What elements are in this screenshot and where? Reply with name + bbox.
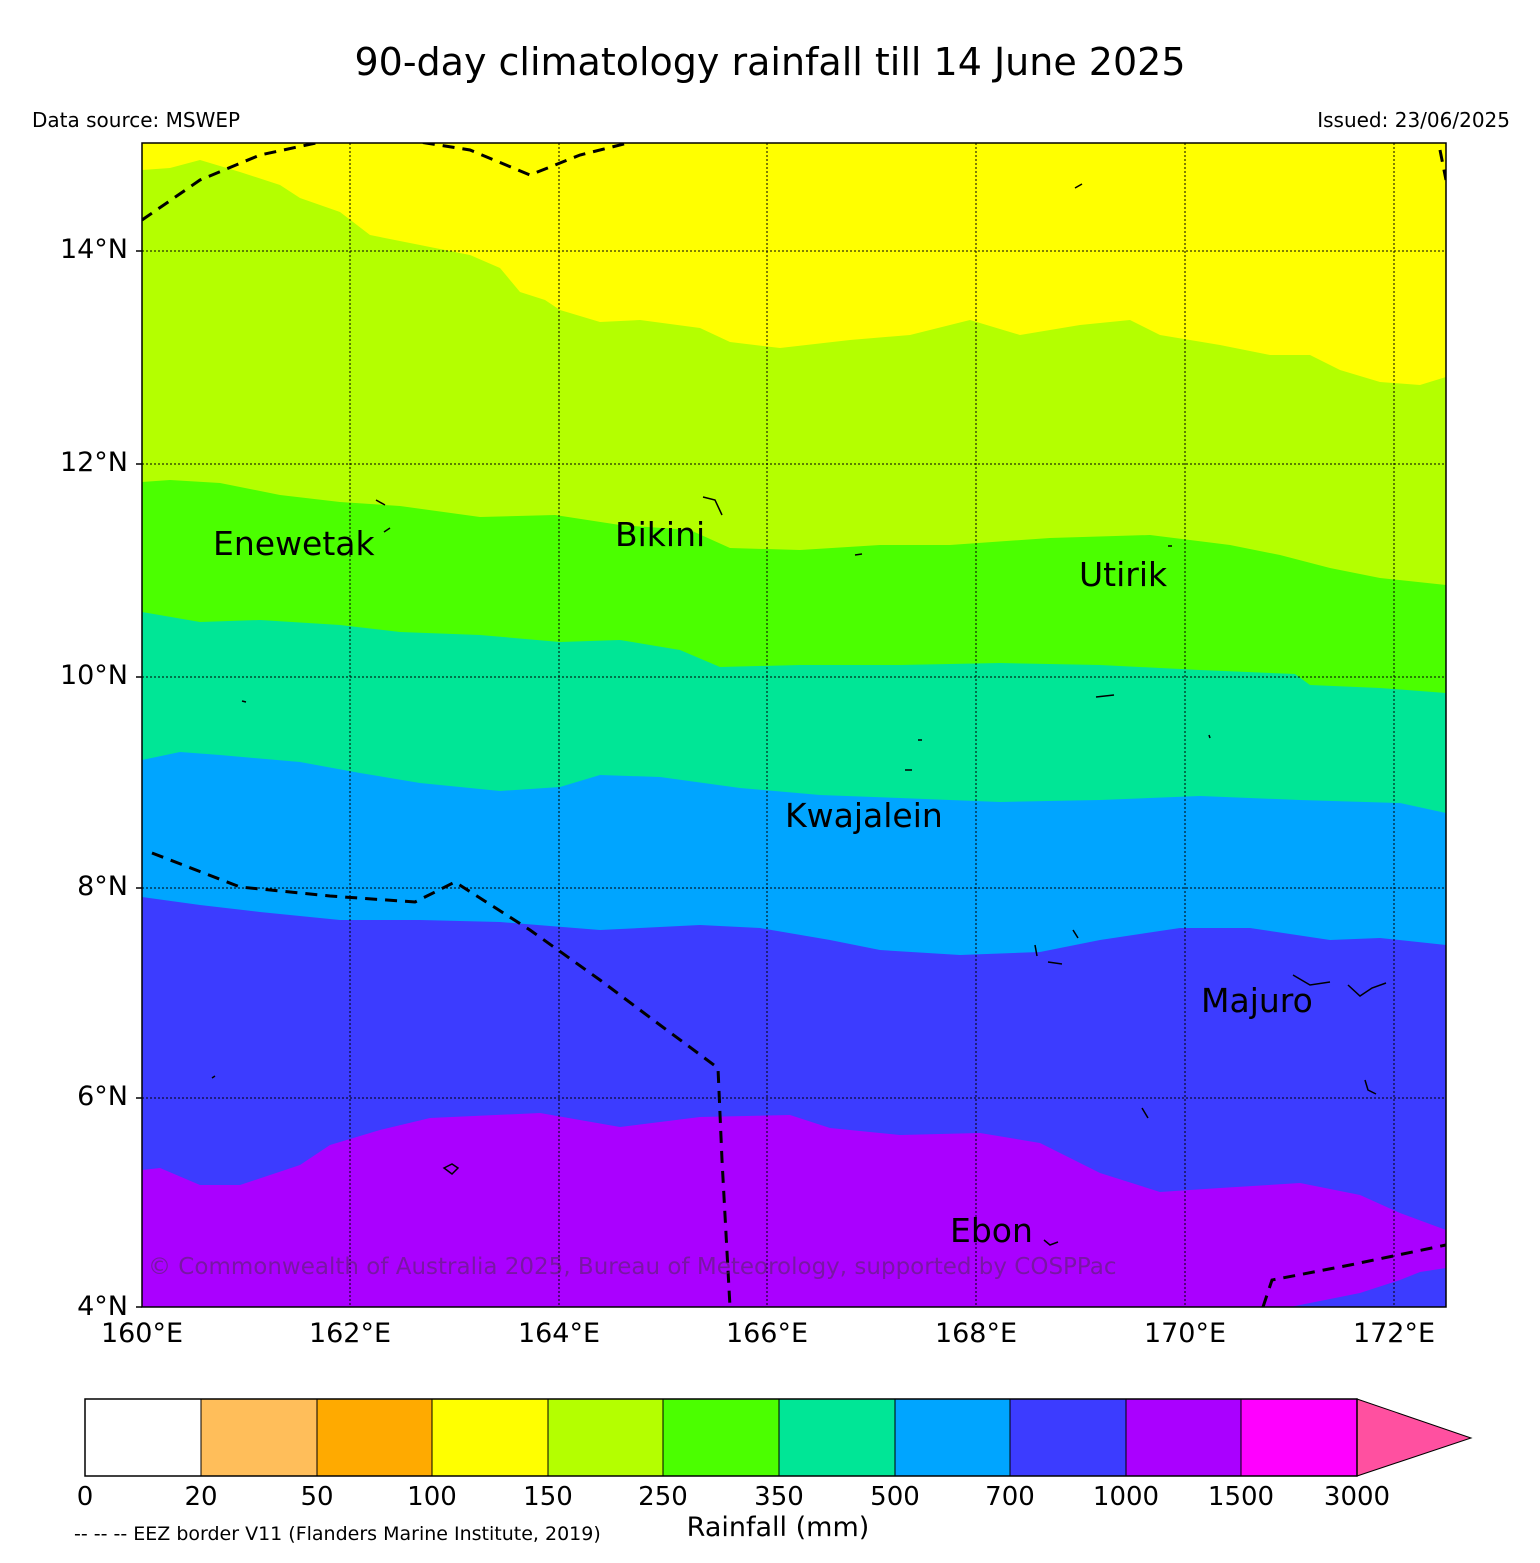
lon-tick-label: 162°E <box>308 1318 392 1349</box>
colorbar-tick-label: 700 <box>985 1482 1035 1512</box>
colorbar-segment <box>662 1398 780 1477</box>
colorbar-segment <box>1125 1398 1242 1477</box>
eez-borders <box>142 143 1446 1307</box>
lat-tick-label: 4°N <box>77 1291 128 1322</box>
place-label-utirik: Utirik <box>1079 555 1168 594</box>
island-outlines <box>211 183 1387 1246</box>
colorbar-tick-label: 20 <box>184 1482 218 1512</box>
colorbar-title: Rainfall (mm) <box>686 1512 870 1543</box>
lon-tick-label: 164°E <box>517 1318 601 1349</box>
map-frame <box>141 142 1447 1308</box>
colorbar-tick-label: 1500 <box>1207 1482 1275 1512</box>
lon-tick-label: 168°E <box>934 1318 1018 1349</box>
colorbar-tick-label: 350 <box>754 1482 804 1512</box>
colorbar-tick-label: 150 <box>523 1482 573 1512</box>
copyright-notice: © Commonwealth of Australia 2025, Bureau… <box>148 1254 1117 1280</box>
colorbar-segment <box>84 1398 202 1477</box>
colorbar-segment <box>778 1398 896 1477</box>
lat-tick-label: 6°N <box>77 1081 128 1112</box>
colorbar-tick-label: 250 <box>638 1482 688 1512</box>
lon-tick-label: 166°E <box>725 1318 809 1349</box>
map-title: 90-day climatology rainfall till 14 June… <box>354 40 1186 84</box>
colorbar-segment <box>1009 1398 1127 1477</box>
place-label-kwajalein: Kwajalein <box>785 796 943 835</box>
lat-tick-label: 8°N <box>77 871 128 902</box>
colorbar-segment <box>431 1398 549 1477</box>
issued-date-label: Issued: 23/06/2025 <box>1317 108 1510 132</box>
lon-tick-label: 160°E <box>100 1318 184 1349</box>
place-label-ebon: Ebon <box>950 1211 1033 1250</box>
place-label-bikini: Bikini <box>615 515 706 554</box>
eez-border-note: -- -- -- EEZ border V11 (Flanders Marine… <box>74 1523 601 1545</box>
band-100-150 <box>142 143 1446 385</box>
colorbar-tick-label: 1000 <box>1092 1482 1160 1512</box>
colorbar-segment <box>316 1398 433 1477</box>
colorbar <box>84 1398 1473 1477</box>
lat-tick-label: 10°N <box>59 660 128 691</box>
colorbar-tick-label: 50 <box>300 1482 334 1512</box>
colorbar-segment <box>547 1398 664 1477</box>
lon-tick-label: 170°E <box>1143 1318 1227 1349</box>
data-source-label: Data source: MSWEP <box>32 108 241 132</box>
colorbar-segment <box>1240 1398 1358 1477</box>
colorbar-segment <box>894 1398 1011 1477</box>
place-label-enewetak: Enewetak <box>213 524 375 563</box>
colorbar-tick-label: 500 <box>870 1482 920 1512</box>
lat-tick-label: 14°N <box>59 234 128 265</box>
place-label-majuro: Majuro <box>1201 981 1313 1020</box>
colorbar-tick-label: 100 <box>407 1482 457 1512</box>
colorbar-segment <box>200 1398 318 1477</box>
colorbar-tick-label: 3000 <box>1323 1482 1391 1512</box>
colorbar-extend-arrow <box>1356 1398 1473 1477</box>
lon-tick-label: 172°E <box>1352 1318 1436 1349</box>
lat-tick-label: 12°N <box>59 447 128 478</box>
axis-ticks <box>136 250 142 1308</box>
colorbar-tick-label: 0 <box>76 1482 94 1512</box>
gridlines <box>142 143 1446 1307</box>
rainfall-bands <box>142 143 1446 1307</box>
